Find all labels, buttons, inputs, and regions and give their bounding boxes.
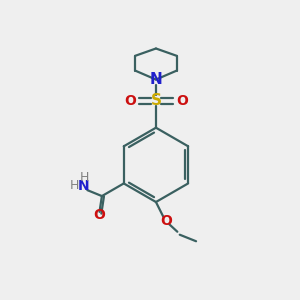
Text: S: S — [150, 94, 161, 109]
Text: O: O — [176, 94, 188, 108]
Text: O: O — [160, 214, 172, 228]
Text: H: H — [70, 179, 79, 192]
Text: N: N — [78, 179, 89, 193]
Text: H: H — [80, 171, 89, 184]
Text: N: N — [150, 72, 162, 87]
Text: O: O — [124, 94, 136, 108]
Text: O: O — [94, 208, 105, 222]
